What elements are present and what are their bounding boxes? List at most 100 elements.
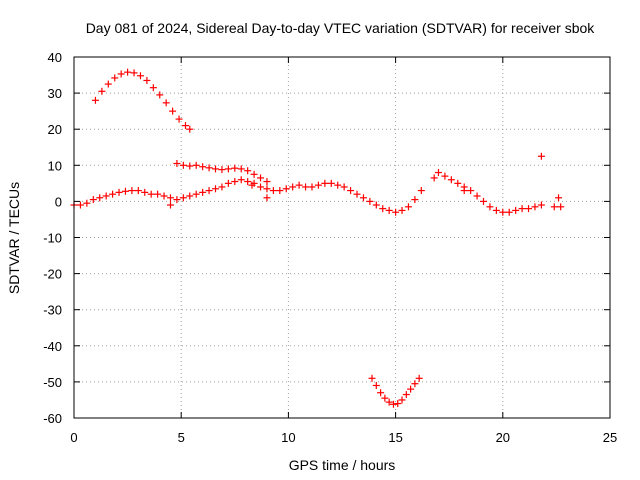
data-point — [181, 122, 189, 130]
data-point — [156, 91, 164, 99]
data-point — [557, 203, 565, 211]
data-point — [550, 203, 558, 211]
data-point — [136, 72, 144, 80]
data-point — [89, 196, 97, 204]
data-point — [199, 163, 207, 171]
data-point — [186, 162, 194, 170]
data-point — [115, 188, 123, 196]
data-point — [460, 187, 468, 195]
data-point — [263, 178, 271, 186]
data-point — [162, 99, 170, 107]
data-point — [143, 76, 151, 84]
series-band-right — [434, 169, 545, 216]
data-point — [205, 187, 213, 195]
data-point — [480, 197, 488, 205]
x-tick-label: 20 — [496, 430, 510, 445]
data-point — [154, 190, 162, 198]
data-point — [166, 201, 174, 209]
data-point — [179, 194, 187, 202]
data-point — [404, 203, 412, 211]
data-point — [289, 183, 297, 191]
data-point — [392, 208, 400, 216]
data-point — [334, 181, 342, 189]
data-point — [353, 190, 361, 198]
data-point — [467, 187, 475, 195]
y-tick-label: -30 — [43, 303, 62, 318]
series-band-upper — [173, 159, 271, 186]
data-point — [76, 201, 84, 209]
data-points — [70, 68, 565, 408]
y-tick-label: 20 — [48, 122, 62, 137]
data-point — [314, 181, 322, 189]
data-point — [447, 176, 455, 184]
grid — [74, 57, 610, 418]
data-point — [454, 179, 462, 187]
data-point — [192, 190, 200, 198]
data-point — [102, 192, 110, 200]
data-point — [295, 181, 303, 189]
data-point — [199, 188, 207, 196]
data-point — [83, 199, 91, 207]
data-point — [111, 74, 119, 82]
data-point — [96, 194, 104, 202]
data-point — [415, 374, 423, 382]
data-point — [237, 165, 245, 173]
data-point — [411, 196, 419, 204]
data-point — [104, 80, 112, 88]
data-point — [505, 208, 513, 216]
data-point — [385, 206, 393, 214]
y-tick-label: 0 — [55, 194, 62, 209]
data-point — [192, 161, 200, 169]
x-axis-label: GPS time / hours — [289, 457, 396, 473]
data-point — [411, 380, 419, 388]
data-point — [250, 170, 258, 178]
data-point — [492, 206, 500, 214]
data-point — [402, 391, 410, 399]
data-point — [257, 174, 265, 182]
data-point — [525, 205, 533, 213]
data-point — [321, 179, 329, 187]
data-point — [263, 185, 271, 193]
data-point — [141, 188, 149, 196]
data-point — [379, 205, 387, 213]
data-point — [512, 206, 520, 214]
data-point — [269, 187, 277, 195]
y-tick-label: -40 — [43, 339, 62, 354]
data-point — [276, 187, 284, 195]
tick-labels: 0 5 10 15 20 25 -60 -50 -40 -30 -20 -10 0 10 20 30 40 — [43, 50, 617, 445]
data-point — [486, 203, 494, 211]
y-tick-label: -50 — [43, 375, 62, 390]
x-tick-label: 25 — [603, 430, 617, 445]
data-point — [385, 398, 393, 406]
data-point — [179, 161, 187, 169]
y-tick-label: -10 — [43, 231, 62, 246]
y-tick-label: 10 — [48, 158, 62, 173]
data-point — [308, 183, 316, 191]
data-point — [347, 187, 355, 195]
data-point — [389, 400, 397, 408]
data-point — [372, 201, 380, 209]
data-point — [128, 187, 136, 195]
data-point — [368, 374, 376, 382]
data-point — [237, 176, 245, 184]
x-tick-label: 10 — [281, 430, 295, 445]
data-point — [537, 152, 545, 160]
series-stragglers — [166, 152, 565, 211]
data-point — [186, 125, 194, 133]
data-point — [224, 165, 232, 173]
data-point — [231, 178, 239, 186]
data-point — [257, 183, 265, 191]
data-point — [263, 194, 271, 202]
data-point — [244, 178, 252, 186]
data-point — [499, 208, 507, 216]
data-point — [91, 96, 99, 104]
data-point — [377, 389, 385, 397]
data-point — [147, 190, 155, 198]
data-point — [212, 185, 220, 193]
data-point — [134, 187, 142, 195]
data-point — [224, 179, 232, 187]
x-tick-label: 15 — [388, 430, 402, 445]
data-point — [166, 194, 174, 202]
data-point — [205, 164, 213, 172]
chart-title: Day 081 of 2024, Sidereal Day-to-day VTE… — [86, 20, 596, 36]
